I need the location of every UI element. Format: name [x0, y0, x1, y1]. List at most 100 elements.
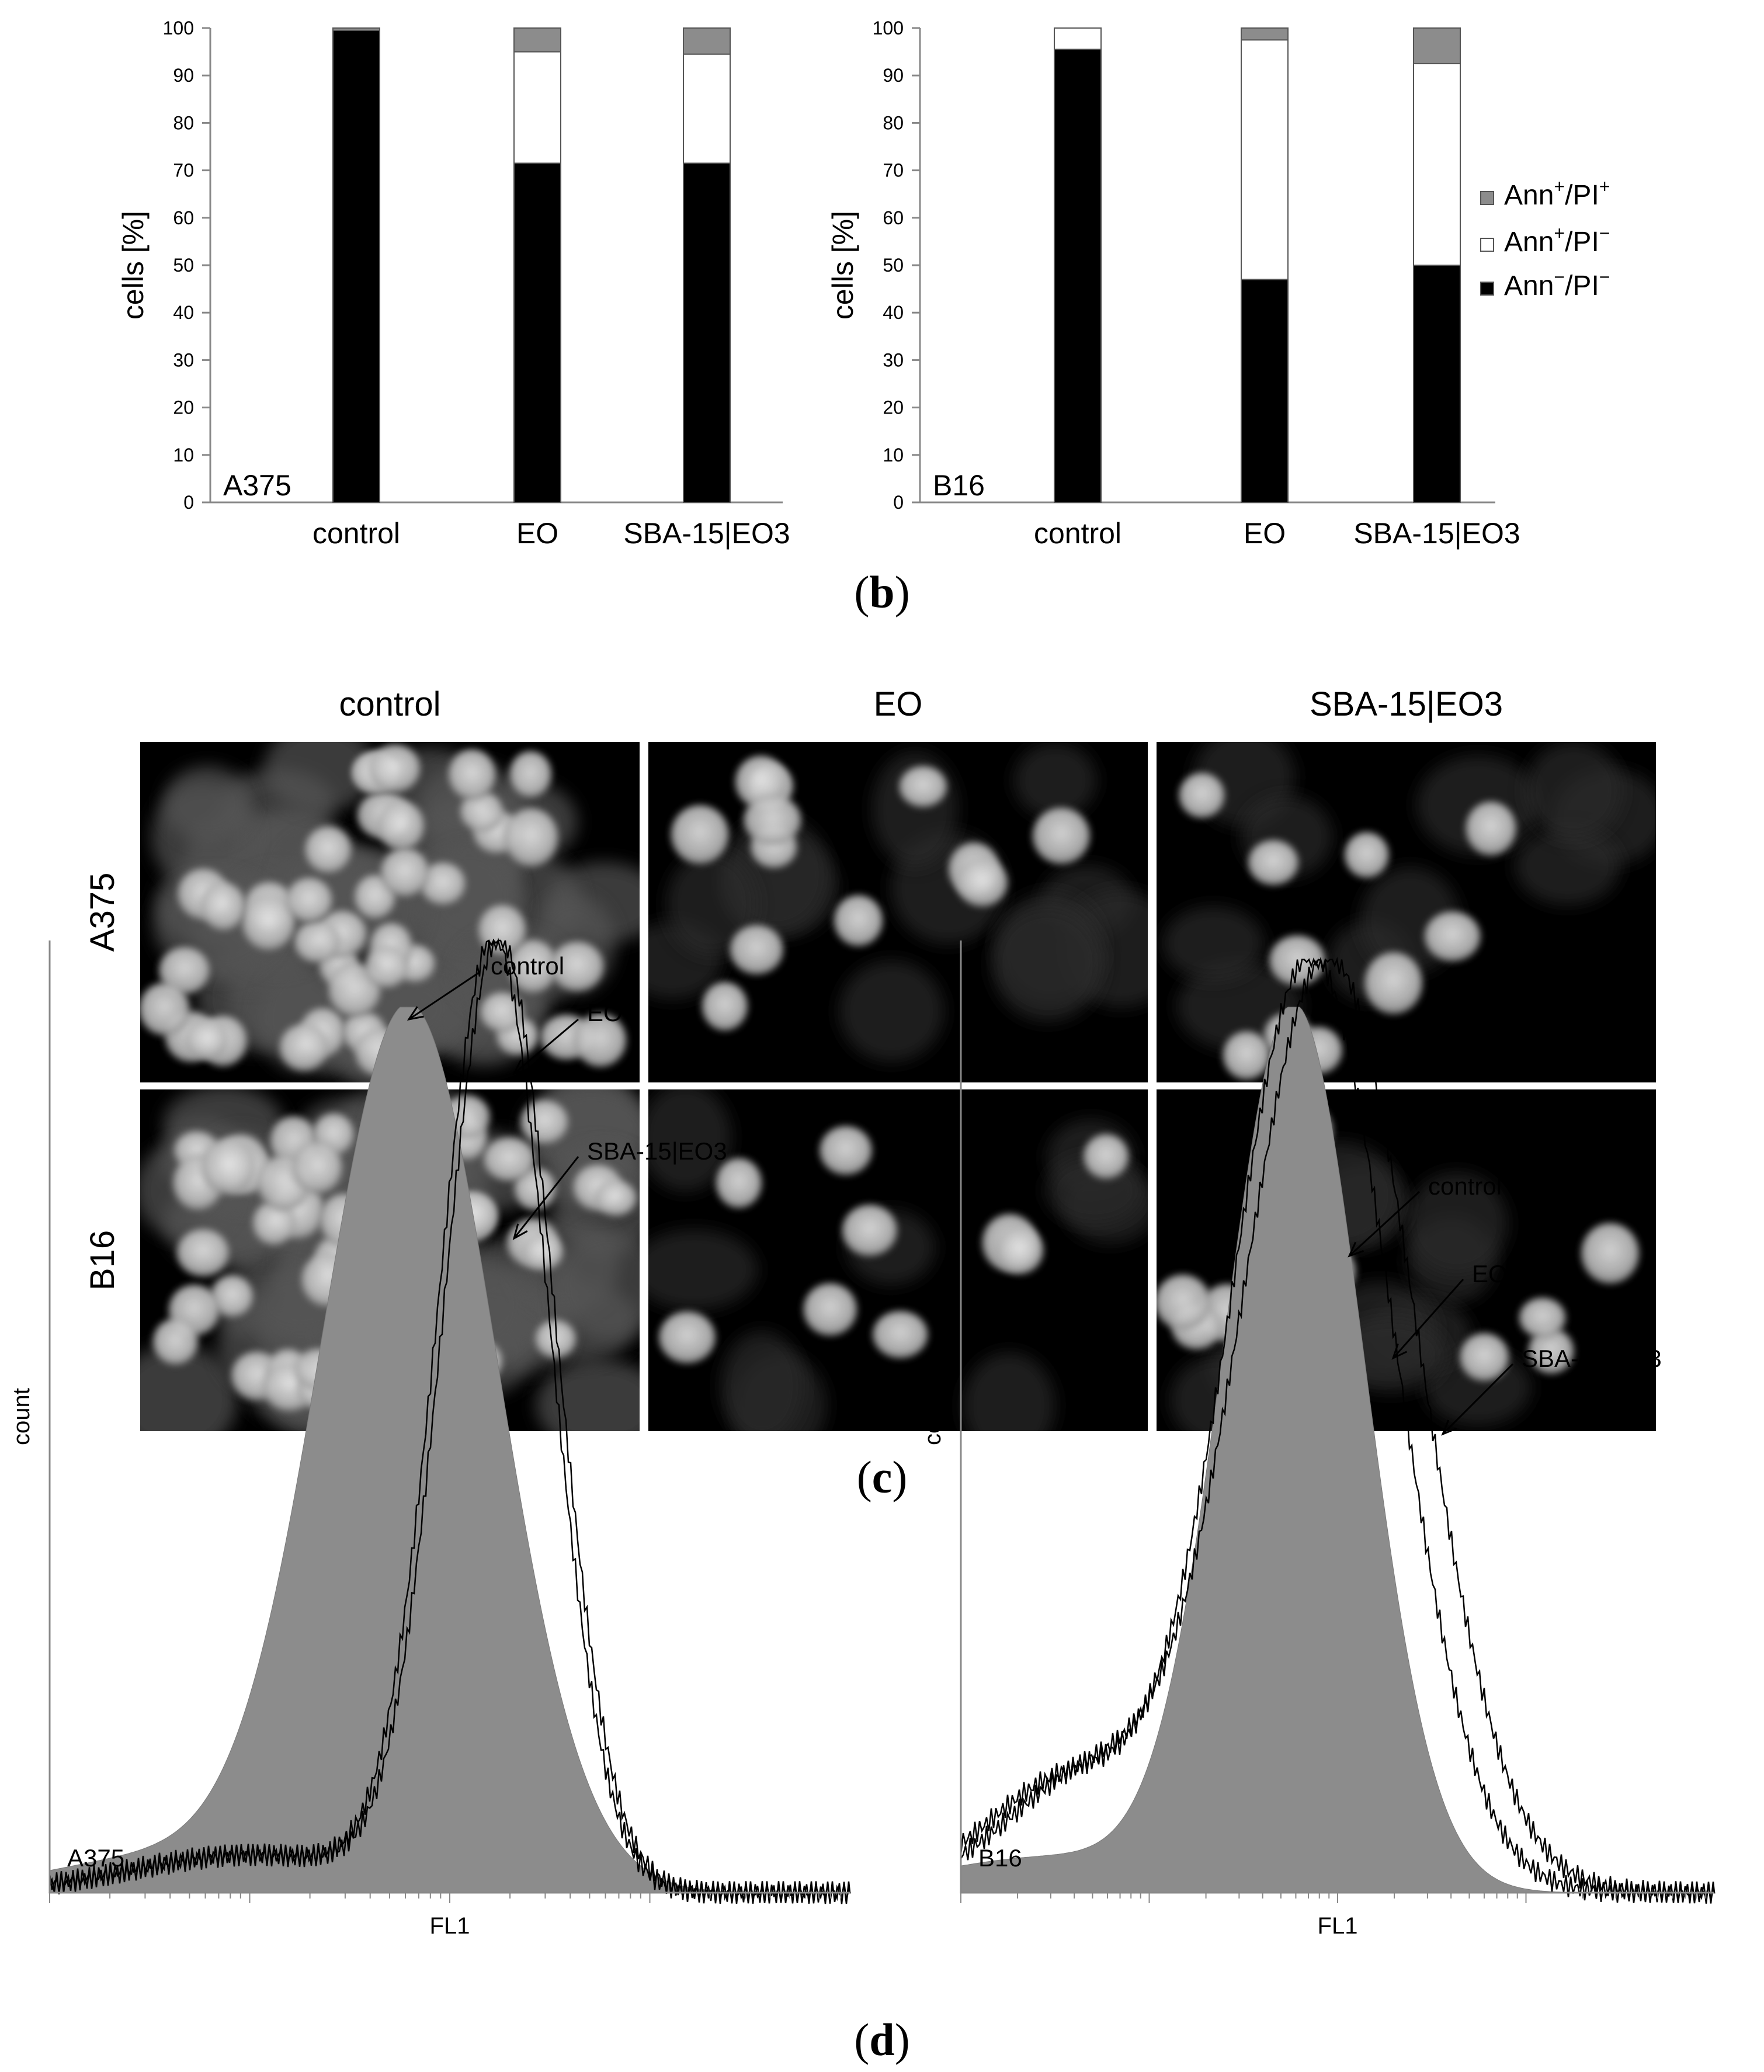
callout-arrowhead: [1441, 1419, 1457, 1436]
callout-arrowhead: [1348, 1241, 1364, 1258]
micrograph-image: [648, 742, 1148, 1082]
y-tick-label: 100: [163, 18, 194, 39]
legend-swatch: [1480, 191, 1494, 205]
y-axis-label: cells [%]: [117, 211, 150, 320]
x-tick-label: control: [1034, 517, 1121, 550]
column-header: SBA-15|EO3: [1310, 685, 1503, 723]
y-axis-label: count: [920, 1388, 946, 1445]
y-tick-label: 10: [883, 445, 904, 466]
column-header: EO: [874, 685, 923, 723]
legend-item: Ann+/PI−: [1480, 223, 1610, 258]
callout-arrowhead: [1391, 1343, 1408, 1360]
callout-line: [408, 971, 480, 1021]
bar-segment: [683, 27, 731, 55]
y-tick-label: 30: [173, 349, 194, 370]
histogram-series: [960, 956, 1716, 1904]
y-tick-label: 70: [883, 160, 904, 181]
cell-line-label: A375: [223, 469, 291, 502]
legend-item: Ann+/PI+: [1480, 176, 1610, 211]
legend: Ann+/PI+ Ann+/PI− Ann−/PI−: [1480, 176, 1610, 301]
bar-segment: [513, 27, 561, 53]
series-label: SBA-15|EO3: [1522, 1345, 1662, 1372]
bar-segment: [1413, 63, 1461, 266]
y-tick-label: 100: [873, 18, 904, 39]
bar-segment: [513, 162, 561, 504]
micrograph-image: [140, 742, 640, 1082]
x-tick-label: EO: [1244, 517, 1286, 550]
legend-label: Ann−/PI−: [1504, 266, 1610, 301]
bar-segment: [1241, 279, 1289, 503]
y-tick-label: 20: [883, 397, 904, 418]
cell-line-label: B16: [978, 1844, 1022, 1872]
x-tick-label: control: [312, 517, 400, 550]
legend-label: Ann+/PI+: [1504, 176, 1610, 211]
bar-segment: [332, 30, 380, 504]
series-label: control: [1428, 1172, 1502, 1200]
bar-chart-a375: 0 10 20 30 40 50 60 70 80 90 100 cells [%] A375 contr…: [117, 18, 790, 550]
y-tick-label: 50: [173, 255, 194, 276]
y-tick-label: 90: [883, 65, 904, 86]
x-tick-label: SBA-15|EO3: [1353, 517, 1520, 550]
x-tick-label: EO: [516, 517, 558, 550]
panel-label-c: (c): [857, 1452, 908, 1502]
y-tick-label: 80: [883, 112, 904, 133]
panel-label-d: (d): [854, 2014, 909, 2065]
panel-label-b: (b): [854, 567, 909, 617]
bar-segment: [332, 27, 380, 32]
callout-line: [1348, 1191, 1421, 1257]
bar-segment: [683, 53, 731, 164]
bar-segment: [683, 162, 731, 504]
callout-line: [513, 1018, 579, 1075]
callout-line: [1442, 1363, 1514, 1435]
y-axis-label: count: [9, 1388, 34, 1445]
legend-swatch: [1480, 238, 1494, 252]
legend-label: Ann+/PI−: [1504, 223, 1610, 258]
y-tick-label: 60: [173, 207, 194, 228]
histogram-a375: FL1 count A375 control EO SBA-15|EO3: [9, 938, 851, 1939]
y-tick-label: 40: [883, 302, 904, 323]
callout-line: [1392, 1279, 1464, 1359]
callout-arrowhead: [512, 1223, 528, 1241]
histogram-b16: FL1 count B16 control EO SBA-15|EO3: [920, 940, 1716, 1939]
y-tick-label: 20: [173, 397, 194, 418]
y-tick-label: 0: [893, 492, 904, 513]
y-axis-label: cells [%]: [827, 211, 859, 320]
cell-line-label: B16: [933, 469, 985, 502]
bar-segment: [1413, 265, 1461, 503]
series-label: EO: [587, 999, 623, 1026]
callout-line: [513, 1156, 579, 1239]
series-label: EO: [1472, 1260, 1508, 1287]
series-label: SBA-15|EO3: [587, 1137, 727, 1165]
x-tick-label: SBA-15|EO3: [623, 517, 790, 550]
cell-line-label: A375: [67, 1844, 124, 1872]
bar-segment: [1413, 27, 1461, 64]
y-tick-label: 50: [883, 255, 904, 276]
y-tick-label: 90: [173, 65, 194, 86]
bar-segment: [1241, 27, 1289, 41]
callout-arrowhead: [512, 1060, 529, 1075]
row-header: A375: [84, 873, 121, 952]
y-tick-label: 80: [173, 112, 194, 133]
column-header: control: [339, 685, 440, 723]
bar-chart-b16: 0 10 20 30 40 50 60 70 80 90 100 cells [%] B16 contro…: [827, 18, 1520, 550]
histogram-series: [48, 939, 851, 1904]
bar-segment: [1054, 27, 1102, 50]
bar-segment: [513, 51, 561, 164]
legend-swatch: [1480, 282, 1494, 296]
series-label: control: [491, 952, 564, 980]
y-tick-label: 70: [173, 160, 194, 181]
x-axis-label: FL1: [430, 1913, 470, 1939]
x-axis-label: FL1: [1318, 1913, 1358, 1939]
micrograph-image: [648, 1089, 1148, 1431]
y-tick-label: 40: [173, 302, 194, 323]
micrograph-image: [1157, 742, 1656, 1082]
legend-item: Ann−/PI−: [1480, 266, 1610, 301]
bar-segment: [1241, 39, 1289, 280]
bar-segment: [1054, 48, 1102, 504]
y-tick-label: 0: [183, 492, 194, 513]
row-header: B16: [84, 1230, 121, 1290]
callout-arrowhead: [407, 1006, 424, 1021]
y-tick-label: 30: [883, 349, 904, 370]
y-tick-label: 10: [173, 445, 194, 466]
